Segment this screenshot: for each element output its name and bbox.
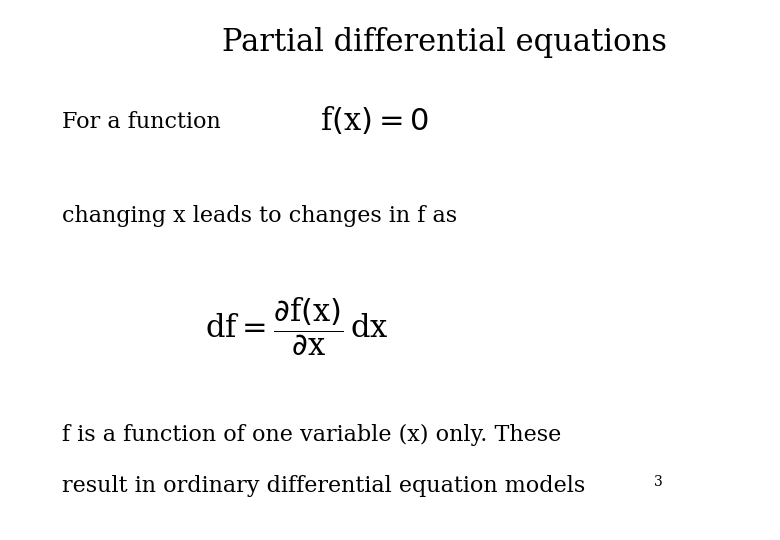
Text: $\mathregular{f}\left(\mathregular{x}\right)=0$: $\mathregular{f}\left(\mathregular{x}\ri… <box>320 105 429 138</box>
Text: 3: 3 <box>654 475 662 489</box>
Text: $\mathregular{df} = \dfrac{\partial \mathregular{f}\left(\mathregular{x}\right)}: $\mathregular{df} = \dfrac{\partial \mat… <box>204 295 388 358</box>
Text: Partial differential equations: Partial differential equations <box>222 27 667 58</box>
Text: For a function: For a function <box>62 111 222 132</box>
Text: f is a function of one variable (x) only. These: f is a function of one variable (x) only… <box>62 424 562 446</box>
Text: changing x leads to changes in f as: changing x leads to changes in f as <box>62 205 458 227</box>
Text: result in ordinary differential equation models: result in ordinary differential equation… <box>62 475 586 497</box>
